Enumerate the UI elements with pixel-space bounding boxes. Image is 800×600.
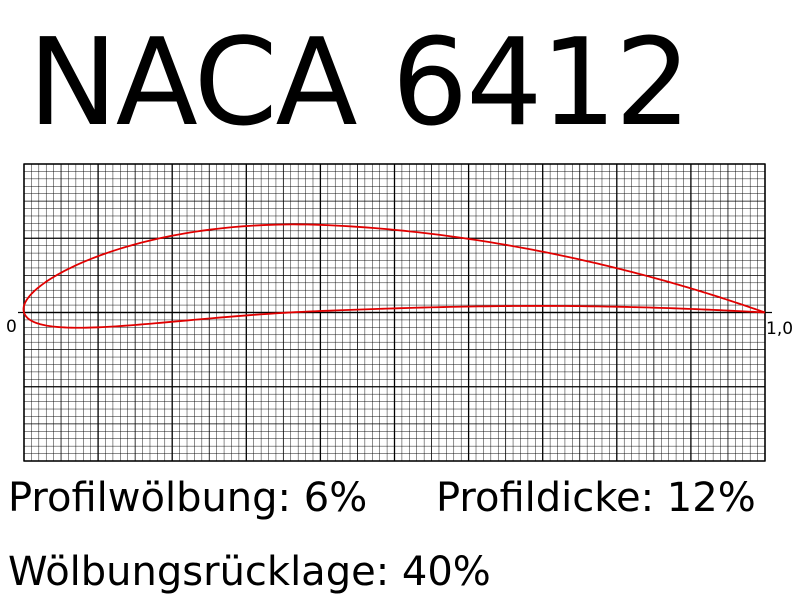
axis-end-label: 1,0 bbox=[766, 319, 793, 339]
camber-label: Profilwölbung: 6% bbox=[8, 475, 368, 521]
camber-position-label: Wölbungsrücklage: 40% bbox=[8, 549, 491, 595]
airfoil-profile-outline bbox=[22, 223, 766, 329]
profile-title: NACA 6412 bbox=[28, 14, 691, 153]
axis-origin-label: 0 bbox=[6, 317, 17, 337]
thickness-label: Profildicke: 12% bbox=[436, 475, 756, 521]
